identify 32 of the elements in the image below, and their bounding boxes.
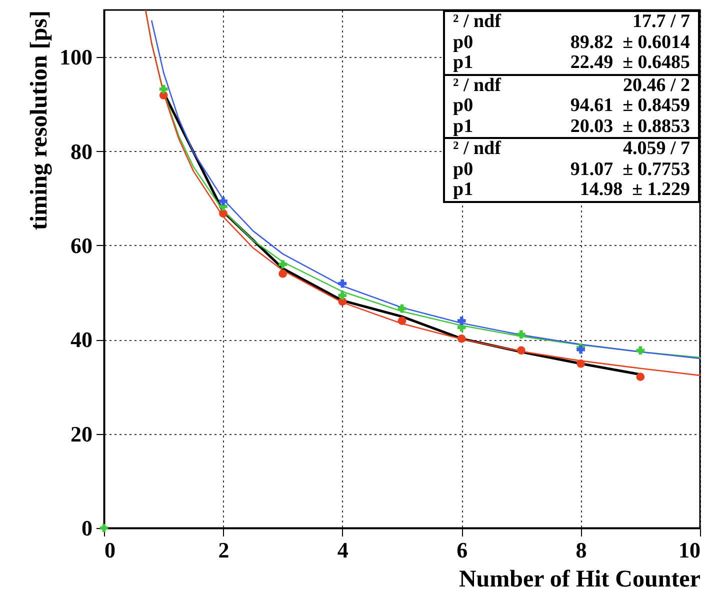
annotation: p0	[453, 95, 474, 116]
x-tick-label: 8	[576, 538, 587, 562]
y-tick-label: 60	[70, 232, 92, 258]
x-tick-label: 6	[456, 538, 468, 562]
y-tick-label: 40	[70, 327, 92, 352]
x-axis-title: Number of Hit Counter	[458, 566, 701, 592]
annotation: 14.98 ± 1.229	[580, 179, 690, 200]
annotation: ² / ndf	[453, 138, 501, 160]
y-tick-label: 100	[60, 44, 92, 70]
annotation: 17.7 / 7	[632, 11, 690, 32]
annotation: 4.059 / 7	[622, 138, 690, 160]
annotation: 20.46 / 2	[622, 74, 690, 96]
annotation: p0	[453, 158, 474, 180]
annotation: 91.07 ± 0.7753	[570, 158, 690, 180]
annotation: 20.03 ± 0.8853	[570, 116, 690, 137]
y-tick-label: 0	[82, 516, 92, 540]
annotation: p1	[453, 52, 474, 74]
annotation: p1	[453, 179, 474, 200]
x-tick-label: 0	[104, 538, 116, 562]
annotation: p0	[453, 32, 474, 53]
x-tick-label: 2	[218, 538, 230, 562]
y-tick-label: 80	[70, 138, 92, 164]
annotation: p1	[453, 116, 474, 137]
y-tick-label: 20	[70, 421, 92, 446]
annotation: 22.49 ± 0.6485	[570, 52, 690, 74]
annotation: 89.82 ± 0.6014	[570, 32, 690, 53]
annotation: ² / ndf	[453, 11, 501, 32]
annotation: ² / ndf	[453, 74, 501, 96]
y-axis-title: timing resolution [ps]	[26, 10, 52, 230]
annotation: 94.61 ± 0.8459	[570, 95, 690, 116]
x-tick-label: 4	[337, 538, 348, 562]
x-tick-label: 10	[678, 538, 700, 562]
